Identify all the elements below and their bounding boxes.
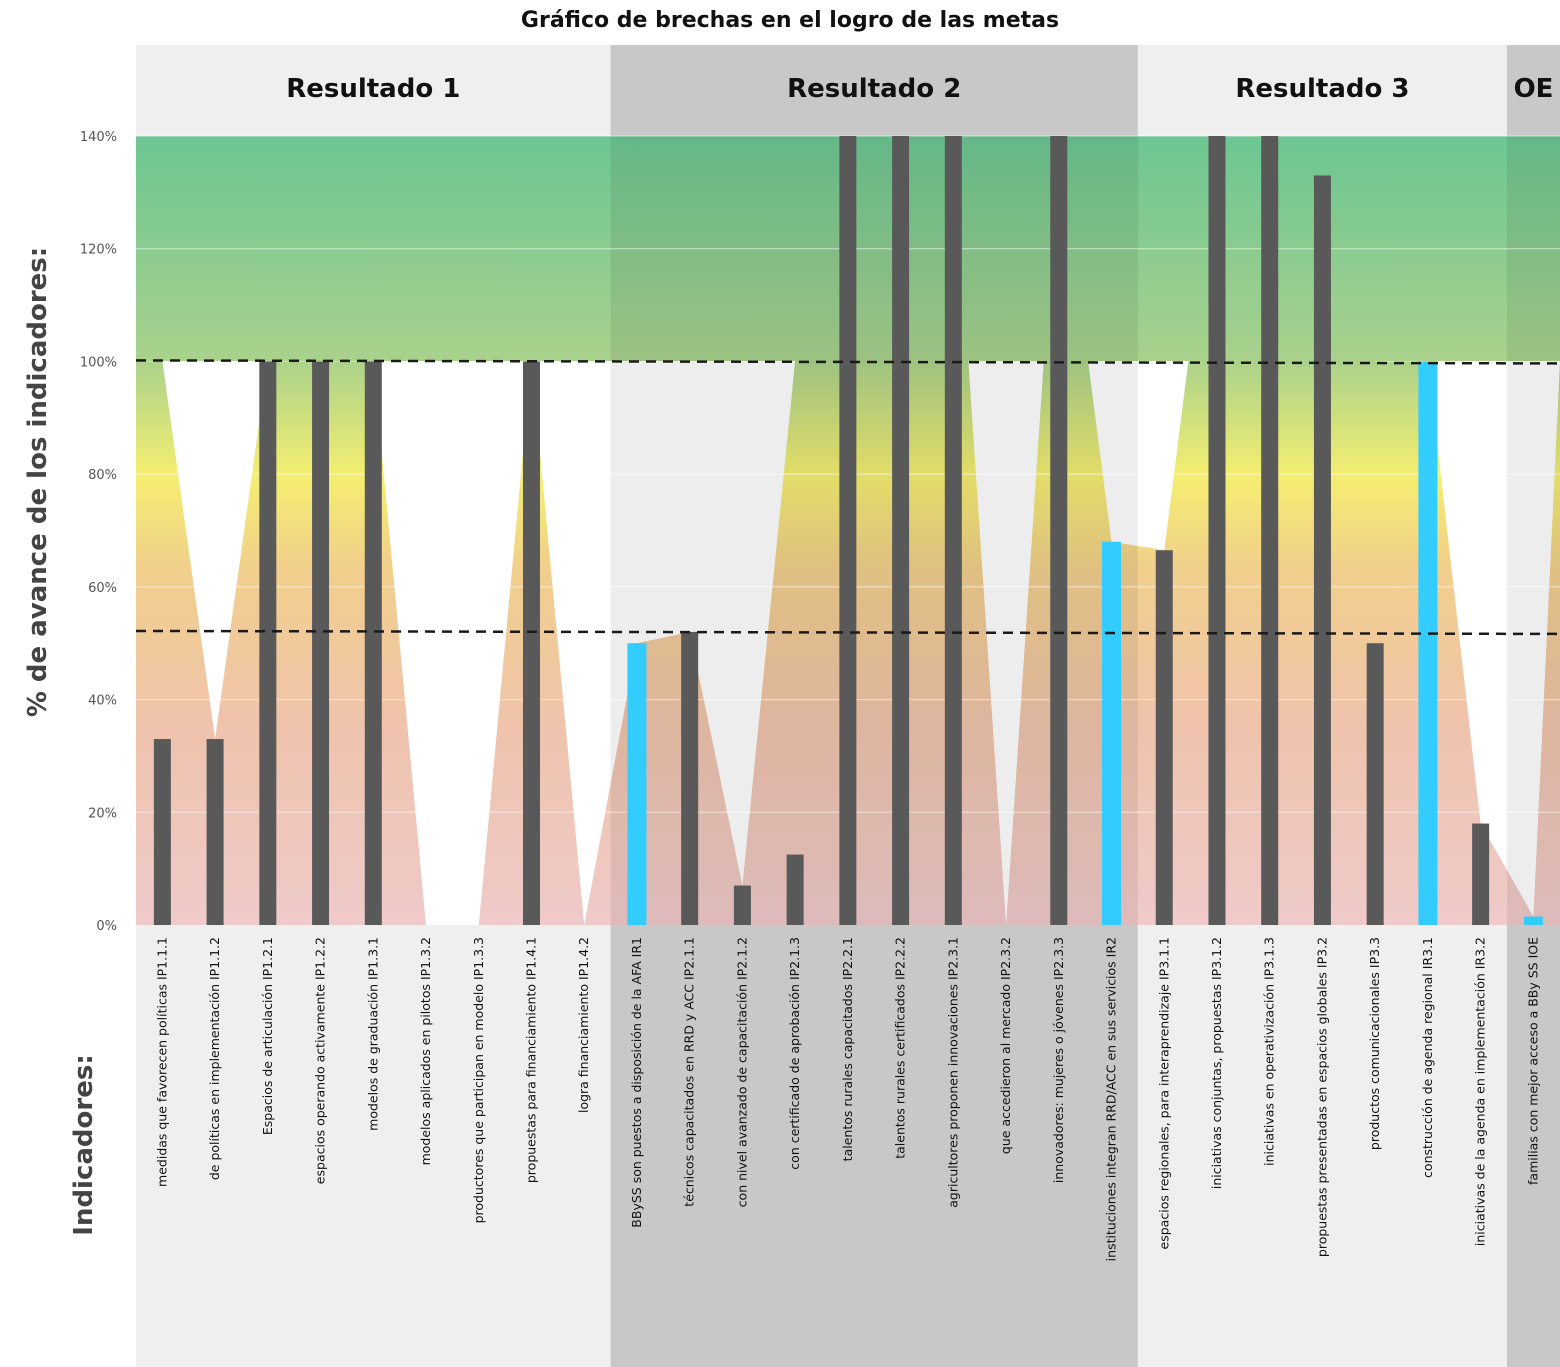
- bar: [944, 136, 962, 925]
- category-label: productores que participan en modelo IP1…: [471, 937, 486, 1223]
- y-tick-label: 0%: [96, 919, 117, 934]
- y-tick-label: 20%: [88, 806, 117, 821]
- category-label: espacios operando activamente IP1.2.2: [313, 937, 328, 1184]
- category-label: logra financiamiento IP1.4.2: [576, 937, 591, 1113]
- y-tick-label: 40%: [88, 694, 117, 709]
- category-label: instituciones integran RRD/ACC en sus se…: [1104, 937, 1119, 1261]
- bar: [681, 631, 699, 925]
- y-tick-label: 100%: [80, 355, 117, 370]
- category-label: medidas que favorecen políticas IP1.1.1: [154, 937, 169, 1187]
- group-band-shade: [1507, 136, 1560, 925]
- bar: [1366, 643, 1384, 925]
- category-label: Espacios de articulación IP1.2.1: [260, 937, 275, 1135]
- group-label: Resultado 3: [1235, 74, 1409, 104]
- bar: [206, 739, 224, 925]
- bar: [1472, 823, 1490, 925]
- category-label: técnicos capacitados en RRD y ACC IP2.1.…: [682, 937, 697, 1207]
- category-label: familias con mejor acceso a BBy SS IOE: [1525, 937, 1540, 1185]
- bar: [839, 136, 857, 925]
- bar: [786, 854, 804, 925]
- highlight-bar: [1102, 541, 1122, 925]
- bar: [892, 136, 910, 925]
- category-label: iniciativas de la agenda en implementaci…: [1473, 937, 1488, 1246]
- highlight-bar: [627, 643, 647, 925]
- category-label: iniciativas en operativización IP3.1.3: [1262, 937, 1277, 1166]
- y-axis-ticks: 0% 20% 40% 60% 80% 100% 120% 140%: [80, 130, 117, 934]
- category-label: productos comunicacionales IP3.3: [1367, 937, 1382, 1150]
- group-label: OE: [1514, 74, 1554, 104]
- category-label: propuestas presentadas en espacios globa…: [1314, 937, 1329, 1257]
- category-label: talentos rurales certificados IP2.2.2: [893, 937, 908, 1159]
- group-labels: Resultado 1 Resultado 2 Resultado 3 OE: [286, 74, 1553, 104]
- category-label: con certificado de aprobación IP2.1.3: [787, 937, 802, 1170]
- chart-title: Gráfico de brechas en el logro de las me…: [521, 8, 1059, 33]
- y-tick-label: 60%: [88, 581, 117, 596]
- category-label: modelos de graduación IP1.3.1: [365, 937, 380, 1131]
- bar: [1050, 136, 1068, 925]
- highlight-bar: [1523, 916, 1543, 925]
- y-tick-label: 140%: [80, 130, 117, 145]
- bar: [733, 885, 751, 925]
- category-label: iniciativas conjuntas, propuestas IP3.1.…: [1209, 937, 1224, 1189]
- bar: [522, 361, 540, 925]
- bar: [364, 361, 382, 925]
- y-tick-label: 80%: [88, 468, 117, 483]
- y-tick-label: 120%: [80, 243, 117, 258]
- bar: [312, 361, 330, 925]
- bar: [259, 361, 277, 925]
- group-label: Resultado 1: [286, 74, 460, 104]
- category-label: con nivel avanzado de capacitación IP2.1…: [734, 937, 749, 1207]
- category-label: propuestas para financiamiento IP1.4.1: [524, 937, 539, 1183]
- category-label: BBySS son puestos a disposición de la AF…: [629, 937, 644, 1228]
- bar: [1261, 136, 1279, 925]
- category-label: agricultores proponen innovaciones IP2.3…: [945, 937, 960, 1208]
- group-band-shade: [610, 136, 1138, 925]
- highlight-bar: [1418, 361, 1438, 925]
- category-label: talentos rurales capacitados IP2.2.1: [840, 937, 855, 1161]
- group-shading-overlay: [610, 136, 1560, 925]
- x-axis-title: Indicadores:: [69, 1054, 99, 1235]
- category-label: que accedieron al mercado IP2.3.2: [998, 937, 1013, 1154]
- category-labels: medidas que favorecen políticas IP1.1.1 d…: [154, 937, 1540, 1261]
- category-label: construcción de agenda regional IR3.1: [1420, 937, 1435, 1178]
- bars: [153, 136, 1543, 925]
- category-label: modelos aplicados en pilotos IP1.3.2: [418, 937, 433, 1165]
- bar: [153, 739, 171, 925]
- category-label: espacios regionales, para interaprendiza…: [1156, 937, 1171, 1249]
- category-label: innovadores: mujeres o jóvenes IP2.3.3: [1051, 937, 1066, 1183]
- group-label: Resultado 2: [787, 74, 961, 104]
- bar: [1313, 175, 1331, 925]
- category-label: de políticas en implementación IP1.1.2: [207, 937, 222, 1180]
- y-axis-title: % de avance de los indicadores:: [23, 247, 53, 717]
- bar: [1155, 550, 1173, 925]
- bar: [1208, 136, 1226, 925]
